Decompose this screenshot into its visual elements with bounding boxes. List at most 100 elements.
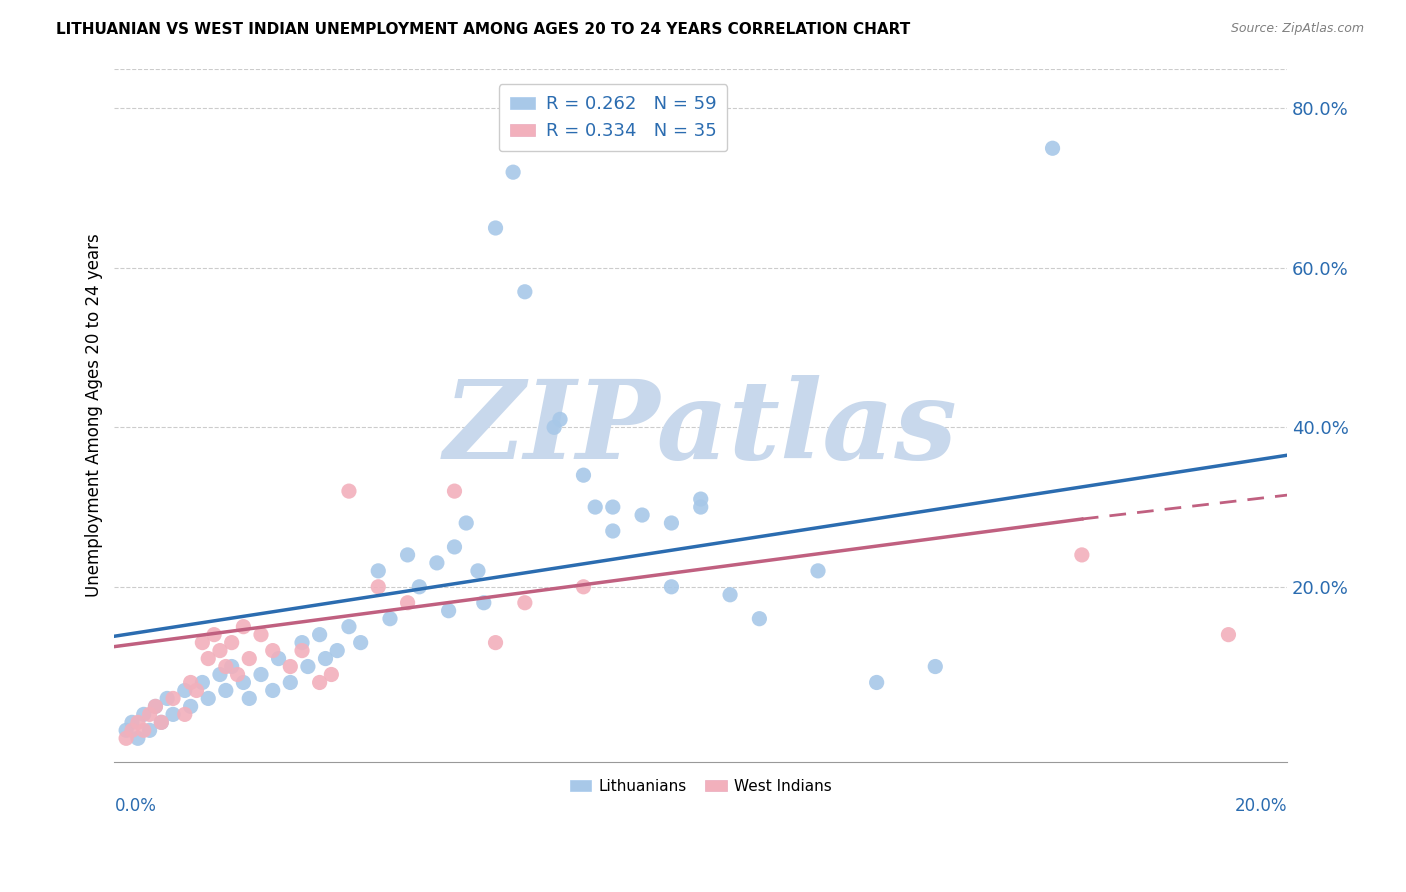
Point	[173, 707, 195, 722]
Point	[191, 635, 214, 649]
Point	[543, 420, 565, 434]
Point	[572, 580, 595, 594]
Point	[661, 580, 683, 594]
Point	[267, 651, 290, 665]
Point	[602, 524, 624, 538]
Point	[180, 699, 202, 714]
Point	[197, 651, 219, 665]
Point	[202, 627, 225, 641]
Point	[238, 691, 260, 706]
Point	[689, 500, 711, 514]
Text: 0.0%: 0.0%	[114, 797, 156, 815]
Point	[208, 643, 231, 657]
Point	[408, 580, 430, 594]
Point	[484, 221, 506, 235]
Point	[443, 484, 465, 499]
Point	[208, 667, 231, 681]
Point	[321, 667, 343, 681]
Point	[748, 612, 770, 626]
Point	[1218, 627, 1240, 641]
Point	[602, 500, 624, 514]
Point	[132, 723, 155, 738]
Point	[513, 596, 536, 610]
Point	[502, 165, 524, 179]
Point	[278, 675, 301, 690]
Point	[215, 683, 238, 698]
Point	[443, 540, 465, 554]
Point	[807, 564, 830, 578]
Point	[121, 723, 143, 738]
Point	[221, 659, 243, 673]
Point	[115, 723, 138, 738]
Point	[132, 707, 155, 722]
Point	[145, 699, 167, 714]
Point	[250, 627, 273, 641]
Point	[661, 516, 683, 530]
Point	[337, 620, 360, 634]
Point	[127, 715, 149, 730]
Point	[156, 691, 179, 706]
Point	[238, 651, 260, 665]
Point	[548, 412, 571, 426]
Point	[115, 731, 138, 746]
Text: Source: ZipAtlas.com: Source: ZipAtlas.com	[1230, 22, 1364, 36]
Point	[326, 643, 349, 657]
Point	[308, 627, 330, 641]
Point	[456, 516, 478, 530]
Point	[180, 675, 202, 690]
Point	[572, 468, 595, 483]
Point	[513, 285, 536, 299]
Point	[226, 667, 249, 681]
Point	[162, 707, 184, 722]
Point	[138, 723, 160, 738]
Y-axis label: Unemployment Among Ages 20 to 24 years: Unemployment Among Ages 20 to 24 years	[86, 234, 103, 598]
Point	[150, 715, 173, 730]
Point	[232, 675, 254, 690]
Point	[367, 580, 389, 594]
Point	[291, 635, 314, 649]
Point	[215, 659, 238, 673]
Point	[262, 643, 284, 657]
Point	[467, 564, 489, 578]
Point	[337, 484, 360, 499]
Point	[396, 596, 419, 610]
Point	[186, 683, 208, 698]
Point	[250, 667, 273, 681]
Text: 20.0%: 20.0%	[1234, 797, 1286, 815]
Text: LITHUANIAN VS WEST INDIAN UNEMPLOYMENT AMONG AGES 20 TO 24 YEARS CORRELATION CHA: LITHUANIAN VS WEST INDIAN UNEMPLOYMENT A…	[56, 22, 911, 37]
Point	[221, 635, 243, 649]
Point	[631, 508, 654, 522]
Point	[291, 643, 314, 657]
Point	[1042, 141, 1064, 155]
Point	[484, 635, 506, 649]
Point	[378, 612, 401, 626]
Point	[297, 659, 319, 673]
Point	[866, 675, 889, 690]
Point	[127, 731, 149, 746]
Point	[308, 675, 330, 690]
Point	[138, 707, 160, 722]
Point	[437, 604, 460, 618]
Point	[121, 715, 143, 730]
Point	[278, 659, 301, 673]
Point	[426, 556, 449, 570]
Point	[315, 651, 337, 665]
Legend: Lithuanians, West Indians: Lithuanians, West Indians	[564, 772, 838, 799]
Point	[350, 635, 373, 649]
Point	[472, 596, 495, 610]
Point	[718, 588, 741, 602]
Point	[1070, 548, 1092, 562]
Point	[197, 691, 219, 706]
Point	[191, 675, 214, 690]
Point	[162, 691, 184, 706]
Point	[150, 715, 173, 730]
Point	[262, 683, 284, 698]
Text: ZIPatlas: ZIPatlas	[444, 376, 957, 483]
Point	[924, 659, 946, 673]
Point	[583, 500, 606, 514]
Point	[367, 564, 389, 578]
Point	[145, 699, 167, 714]
Point	[689, 492, 711, 507]
Point	[396, 548, 419, 562]
Point	[232, 620, 254, 634]
